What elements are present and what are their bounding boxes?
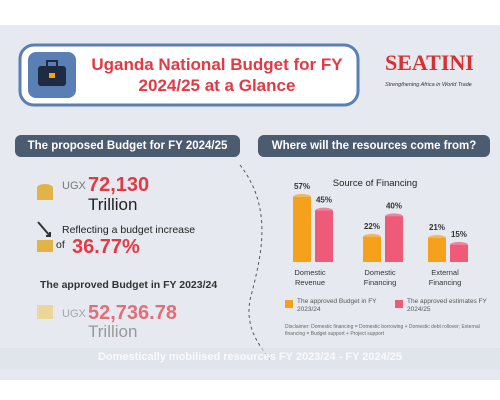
- legend-swatch: [395, 300, 403, 308]
- bar-cap: [363, 233, 381, 240]
- coin-icon: [37, 240, 53, 252]
- briefcase-handle: [46, 60, 58, 68]
- value-label: 45%: [316, 196, 332, 205]
- footer-text: Domestically mobilised resources FY 2023…: [97, 351, 403, 363]
- briefcase-lock: [49, 73, 55, 78]
- unit: Trillion: [88, 195, 138, 214]
- increase-text: Reflecting a budget increase: [62, 224, 196, 236]
- logo: SEATINI: [385, 50, 474, 75]
- value-label: 21%: [429, 223, 445, 232]
- footer-band: [0, 348, 500, 370]
- value-label: 15%: [451, 230, 467, 239]
- right-heading: Where will the resources come from?: [258, 135, 490, 157]
- bar: [315, 210, 333, 262]
- increase-of: of: [56, 239, 65, 251]
- currency: UGX: [62, 180, 86, 192]
- value-label: 57%: [294, 182, 310, 191]
- x-tick-label: External Financing: [428, 268, 462, 287]
- left-heading: The proposed Budget for FY 2024/25: [15, 135, 240, 157]
- unit: Trillion: [88, 322, 138, 341]
- x-tick-label: Domestic Revenue: [294, 268, 326, 287]
- bar-cap: [293, 194, 311, 200]
- bar: [428, 238, 446, 262]
- bar-cap: [315, 207, 333, 214]
- bar: [293, 197, 311, 262]
- coin-icon: [37, 305, 53, 319]
- legend-label: The approved Budget in FY 2023/24: [297, 298, 377, 313]
- legend-label: The approved estimates FY 2024/25: [407, 298, 487, 313]
- bar-cap: [428, 235, 446, 242]
- value-label: 22%: [364, 222, 380, 231]
- value-label: 40%: [386, 201, 402, 210]
- legend-swatch: [285, 300, 293, 308]
- bar-cap: [385, 213, 403, 220]
- x-tick-label: Domestic Financing: [363, 268, 397, 287]
- title-box: [18, 43, 360, 107]
- proposed-amount: 72,130: [88, 174, 150, 196]
- bar-cap: [450, 241, 468, 248]
- arrow-icon: [37, 221, 51, 237]
- bar: [363, 236, 381, 262]
- title: Uganda National Budget for FY 2024/25 at…: [91, 55, 343, 95]
- increase-value: 36.77%: [72, 236, 140, 258]
- approved-amount: 52,736.78: [88, 302, 177, 324]
- approved-heading: The approved Budget in FY 2023/24: [40, 279, 218, 291]
- tagline: Strengthening Africa in World Trade: [385, 82, 472, 88]
- chart-title: Source of Financing: [332, 178, 418, 189]
- disclaimer: Disclaimer: Domestic financing = Domesti…: [285, 324, 480, 337]
- bar: [385, 216, 403, 262]
- currency: UGX: [62, 308, 86, 320]
- coin-icon: [37, 188, 53, 200]
- bar: [450, 244, 468, 262]
